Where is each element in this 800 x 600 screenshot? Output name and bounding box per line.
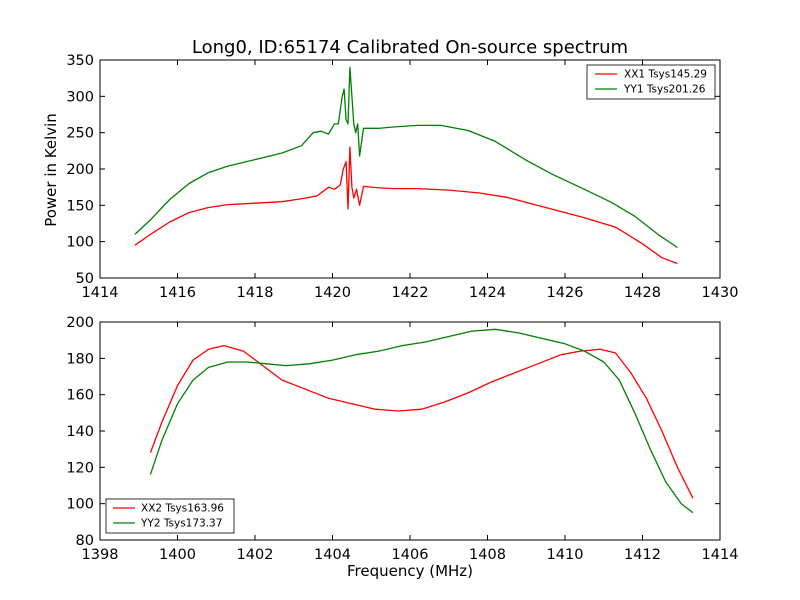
y-tick-label: 140: [66, 424, 94, 440]
bottom-legend: XX2 Tsys163.96 YY2 Tsys173.37: [105, 498, 235, 534]
x-tick-label: 1430: [702, 285, 739, 301]
y-tick-label: 120: [66, 460, 94, 476]
x-tick-label: 1404: [314, 547, 351, 563]
x-tick-label: 1408: [469, 547, 506, 563]
x-tick-label: 1426: [547, 285, 584, 301]
top-plot-frame: [99, 59, 721, 279]
y-tick-label: 350: [66, 53, 94, 69]
chart-title: Long0, ID:65174 Calibrated On-source spe…: [192, 37, 628, 58]
top-legend: XX1 Tsys145.29 YY1 Tsys201.26: [586, 64, 716, 100]
legend-label-yy2: YY2 Tsys173.37: [140, 518, 222, 530]
y-tick-label: 100: [66, 497, 94, 513]
series-line-xx1: [134, 146, 678, 265]
x-tick-label: 1428: [624, 285, 661, 301]
x-tick-label: 1398: [82, 547, 119, 563]
top-spectrum-panel: Long0, ID:65174 Calibrated On-source spe…: [42, 37, 738, 301]
bottom-plot-frame: [99, 321, 721, 541]
top-series-group: [134, 66, 678, 265]
x-tick-label: 1422: [392, 285, 429, 301]
legend-label-yy1: YY1 Tsys201.26: [623, 84, 706, 96]
x-tick-label: 1424: [469, 285, 506, 301]
x-tick-label: 1416: [159, 285, 196, 301]
x-tick-label: 1420: [314, 285, 351, 301]
x-tick-label: 1414: [702, 547, 739, 563]
bottom-legend-box: [105, 498, 235, 534]
top-tick-group: 1414 1416 1418 1420 1422 1424 1426 1428 1430 50 10…: [66, 53, 738, 301]
x-tick-label: 1418: [237, 285, 274, 301]
y-tick-label: 80: [76, 533, 94, 549]
x-tick-label: 1400: [159, 547, 196, 563]
y-tick-label: 50: [76, 271, 94, 287]
legend-label-xx1: XX1 Tsys145.29: [624, 69, 707, 81]
series-line-yy2: [149, 328, 694, 514]
y-tick-label: 180: [66, 351, 94, 367]
x-tick-label: 1402: [237, 547, 274, 563]
legend-label-xx2: XX2 Tsys163.96: [141, 503, 224, 515]
x-tick-label: 1412: [624, 547, 661, 563]
top-legend-box: [586, 64, 716, 100]
y-axis-label: Power in Kelvin: [42, 113, 60, 227]
bottom-tick-group: 1398 1400 1402 1404 1406 1408 1410 1412 1414 80 10…: [66, 315, 738, 563]
x-tick-label: 1410: [547, 547, 584, 563]
y-tick-label: 200: [66, 315, 94, 331]
y-tick-label: 300: [66, 89, 94, 105]
y-tick-label: 250: [66, 126, 94, 142]
series-line-yy1: [134, 66, 678, 249]
x-tick-label: 1414: [82, 285, 119, 301]
y-tick-label: 100: [66, 235, 94, 251]
x-tick-label: 1406: [392, 547, 429, 563]
bottom-series-group: [149, 328, 694, 514]
x-axis-label: Frequency (MHz): [347, 562, 473, 580]
bottom-spectrum-panel: Frequency (MHz) 1398 1400 1402 1404 1406 1408…: [66, 315, 738, 580]
y-tick-label: 150: [66, 198, 94, 214]
y-tick-label: 160: [66, 388, 94, 404]
series-line-xx2: [149, 344, 694, 499]
y-tick-label: 200: [66, 162, 94, 178]
